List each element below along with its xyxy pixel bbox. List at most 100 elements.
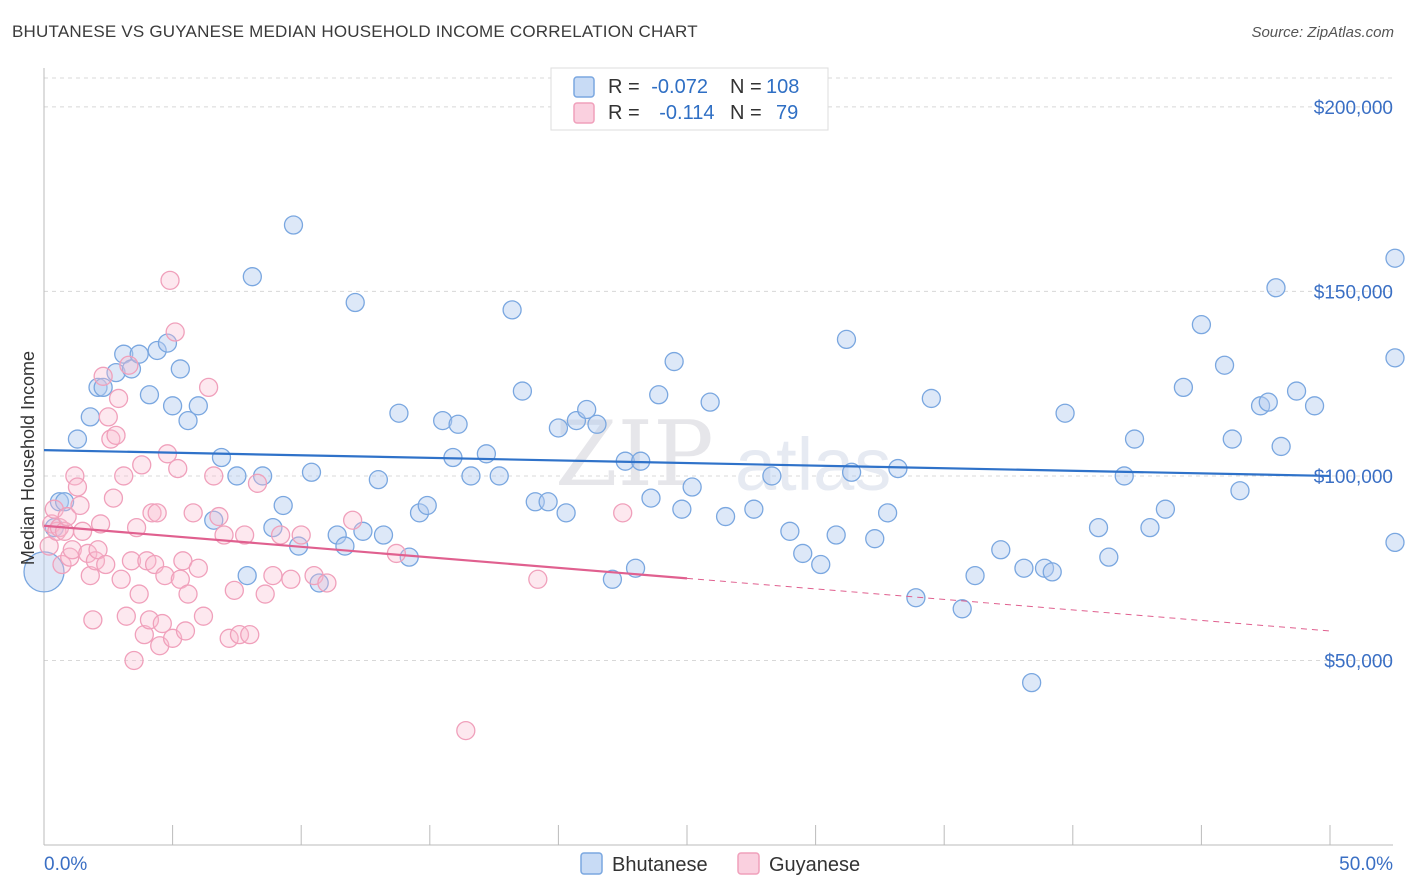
guyanese-point-11 bbox=[67, 477, 88, 497]
guyanese-point-48 bbox=[165, 322, 185, 342]
x-tick-label-1: 50.0% bbox=[1339, 854, 1393, 875]
guyanese-point-10 bbox=[65, 466, 85, 486]
bottom-legend-label-guyanese: Guyanese bbox=[769, 854, 860, 876]
guyanese-point-51 bbox=[173, 551, 193, 571]
legend-n-label-1: N = bbox=[730, 76, 762, 98]
bhutanese-point-98 bbox=[1230, 481, 1250, 501]
bhutanese-point-33 bbox=[345, 292, 365, 313]
legend-r-label-2: R = bbox=[608, 102, 640, 124]
bhutanese-point-92 bbox=[1140, 517, 1160, 538]
guyanese-point-19 bbox=[90, 514, 111, 534]
bhutanese-point-47 bbox=[502, 300, 522, 320]
bhutanese-point-86 bbox=[1042, 562, 1062, 582]
guyanese-point-55 bbox=[188, 558, 208, 578]
stats-legend: R = -0.072 N = 108 R = -0.114 N = 79 bbox=[550, 67, 829, 131]
guyanese-point-57 bbox=[198, 377, 219, 398]
bhutanese-point-88 bbox=[1088, 517, 1109, 538]
bhutanese-point-96 bbox=[1214, 355, 1235, 375]
guyanese-point-44 bbox=[155, 565, 175, 586]
guyanese-point-34 bbox=[129, 584, 149, 604]
bhutanese-point-104 bbox=[1304, 396, 1325, 416]
guyanese-point-67 bbox=[255, 584, 275, 604]
bhutanese-point-23 bbox=[242, 267, 262, 287]
bhutanese-point-36 bbox=[373, 525, 394, 545]
guyanese-point-77 bbox=[528, 569, 548, 589]
guyanese-point-78 bbox=[613, 503, 633, 523]
bhutanese-point-70 bbox=[793, 543, 813, 564]
bhutanese-point-41 bbox=[433, 410, 453, 431]
guyanese-point-43 bbox=[152, 613, 172, 634]
bhutanese-point-20 bbox=[211, 447, 232, 468]
bhutanese-point-74 bbox=[841, 462, 862, 482]
bhutanese-point-22 bbox=[237, 565, 257, 586]
guyanese-point-5 bbox=[52, 554, 72, 575]
bhutanese-point-13 bbox=[147, 340, 167, 361]
guyanese-point-56 bbox=[193, 606, 214, 626]
bhutanese-point-27 bbox=[283, 215, 304, 235]
tick-labels: $50,000 $100,000 $150,000 $200,000 0.0% 50.0% bbox=[44, 98, 1393, 875]
chart-title: BHUTANESE VS GUYANESE MEDIAN HOUSEHOLD I… bbox=[12, 22, 698, 41]
bhutanese-point-93 bbox=[1155, 499, 1176, 519]
guyanese-point-65 bbox=[240, 624, 260, 645]
bhutanese-point-101 bbox=[1266, 278, 1286, 298]
guyanese-point-71 bbox=[291, 525, 311, 545]
guyanese-point-41 bbox=[147, 503, 167, 523]
guyanese-point-49 bbox=[168, 458, 188, 479]
bhutanese-point-83 bbox=[1014, 558, 1034, 578]
guyanese-point-35 bbox=[132, 455, 152, 475]
guyanese-point-32 bbox=[124, 650, 144, 671]
guyanese-point-70 bbox=[281, 569, 301, 589]
bhutanese-point-14 bbox=[157, 333, 178, 353]
guyanese-point-52 bbox=[175, 621, 196, 641]
guyanese-point-31 bbox=[121, 551, 142, 571]
y-tick-label-2: $150,000 bbox=[1314, 282, 1393, 303]
axes bbox=[43, 68, 1393, 846]
bhutanese-point-16 bbox=[170, 359, 190, 379]
bhutanese-point-73 bbox=[836, 329, 857, 350]
bhutanese-point-50 bbox=[538, 492, 558, 512]
bhutanese-point-82 bbox=[991, 540, 1011, 560]
bhutanese-point-39 bbox=[409, 503, 430, 523]
bhutanese-point-65 bbox=[700, 392, 720, 412]
legend-n-value-2: 79 bbox=[776, 102, 798, 124]
bhutanese-point-21 bbox=[227, 466, 247, 486]
guyanese-point-12 bbox=[70, 495, 90, 516]
bottom-legend-swatch-bhutanese bbox=[580, 852, 603, 875]
guyanese-point-74 bbox=[342, 510, 363, 530]
bhutanese-point-95 bbox=[1191, 314, 1212, 335]
bhutanese-point-56 bbox=[602, 569, 623, 589]
guyanese-point-62 bbox=[224, 580, 244, 601]
bhutanese-point-69 bbox=[780, 521, 800, 541]
bhutanese-point-90 bbox=[1114, 466, 1134, 486]
bhutanese-point-87 bbox=[1055, 403, 1075, 423]
guyanese-point-54 bbox=[183, 503, 203, 523]
bhutanese-point-64 bbox=[682, 477, 702, 497]
guyanese-point-13 bbox=[72, 521, 93, 541]
legend-r-value-1: -0.072 bbox=[651, 76, 708, 98]
guyanese-point-39 bbox=[142, 503, 162, 523]
guyanese-point-59 bbox=[209, 506, 229, 527]
guyanese-trend-line bbox=[43, 524, 688, 580]
bhutanese-point-35 bbox=[368, 469, 389, 490]
legend-r-label-1: R = bbox=[608, 76, 640, 98]
bhutanese-point-48 bbox=[512, 381, 533, 401]
guyanese-point-28 bbox=[114, 466, 134, 486]
guyanese-point-20 bbox=[93, 366, 113, 386]
bhutanese-point-18 bbox=[188, 396, 208, 416]
bhutanese-point-71 bbox=[811, 554, 831, 575]
guyanese-point-14 bbox=[78, 543, 98, 564]
x-tick-label-0: 0.0% bbox=[44, 854, 87, 875]
bhutanese-point-75 bbox=[865, 529, 885, 549]
guyanese-point-68 bbox=[263, 565, 283, 586]
guyanese-point-29 bbox=[116, 606, 136, 626]
bhutanese-point-51 bbox=[548, 418, 569, 438]
bhutanese-point-77 bbox=[888, 458, 908, 479]
guyanese-point-36 bbox=[134, 624, 154, 645]
bhutanese-point-107 bbox=[1385, 348, 1405, 368]
bhutanese-point-106 bbox=[1385, 532, 1405, 553]
bhutanese-point-76 bbox=[877, 503, 898, 523]
guyanese-point-66 bbox=[247, 473, 268, 493]
guyanese-point-27 bbox=[111, 569, 131, 589]
guyanese-point-9 bbox=[62, 540, 82, 560]
